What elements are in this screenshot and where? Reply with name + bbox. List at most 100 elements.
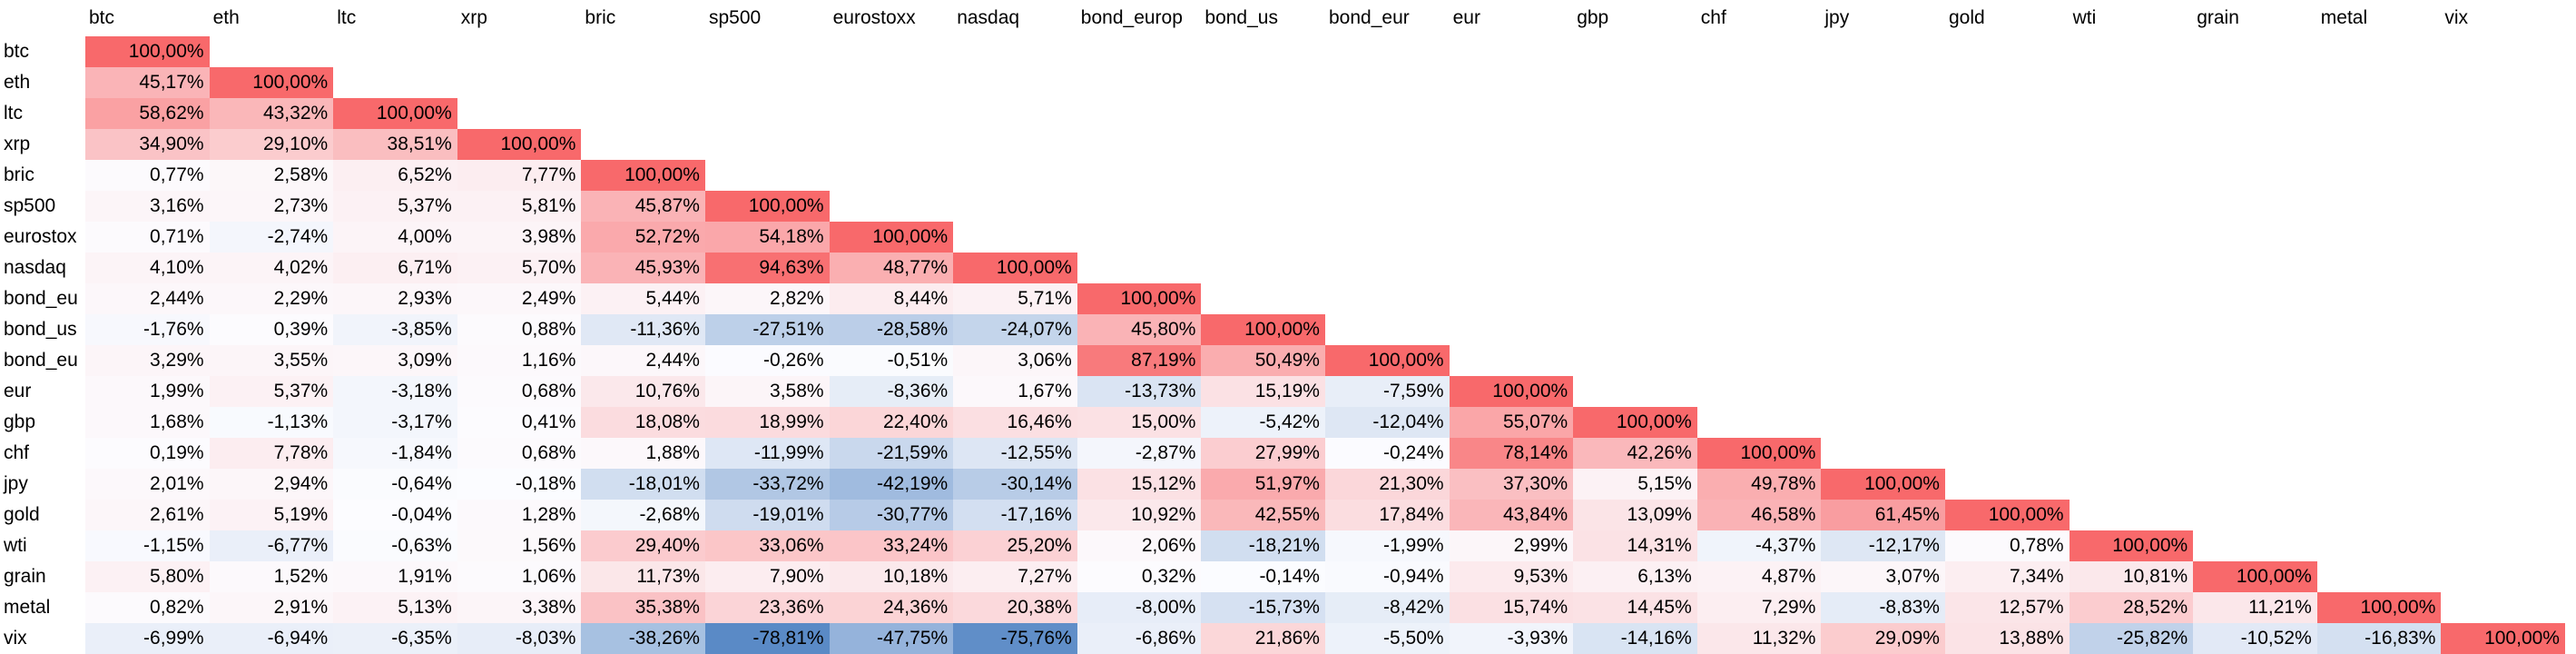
value-cell-nasdaq-xrp[interactable]: 5,70% <box>457 253 582 283</box>
value-cell-grain-bond_eur[interactable]: -0,94% <box>1325 561 1450 592</box>
value-cell-metal-bond_eur[interactable]: -8,42% <box>1325 592 1450 623</box>
value-cell-gbp-eth[interactable]: -1,13% <box>209 407 334 438</box>
value-cell-eur-bond_europ[interactable]: -13,73% <box>1077 376 1202 407</box>
value-cell-metal-bond_europ[interactable]: -8,00% <box>1077 592 1202 623</box>
value-cell-eur-nasdaq[interactable]: 1,67% <box>953 376 1077 407</box>
value-cell-eur-bond_eur[interactable]: -7,59% <box>1325 376 1450 407</box>
value-cell-eur-eth[interactable]: 5,37% <box>209 376 334 407</box>
value-cell-ltc-eth[interactable]: 43,32% <box>209 98 334 129</box>
value-cell-gbp-eurostoxx[interactable]: 22,40% <box>829 407 954 438</box>
value-cell-grain-gold[interactable]: 7,34% <box>1945 561 2070 592</box>
column-header-wti[interactable]: wti <box>2072 7 2097 28</box>
row-header-sp500[interactable]: sp500 <box>4 195 56 216</box>
value-cell-bond_eu-eth[interactable]: 2,29% <box>209 283 334 314</box>
value-cell-sp500-sp500[interactable]: 100,00% <box>705 191 830 222</box>
value-cell-jpy-chf[interactable]: 49,78% <box>1696 469 1822 500</box>
value-cell-bond_eu-nasdaq[interactable]: 5,71% <box>953 283 1077 314</box>
value-cell-metal-btc[interactable]: 0,82% <box>85 592 210 623</box>
value-cell-eur-eurostoxx[interactable]: -8,36% <box>829 376 954 407</box>
value-cell-vix-gbp[interactable]: -14,16% <box>1573 623 1697 654</box>
column-header-eth[interactable]: eth <box>212 7 240 28</box>
value-cell-bric-bric[interactable]: 100,00% <box>581 160 705 191</box>
value-cell-wti-jpy[interactable]: -12,17% <box>1821 530 1945 561</box>
value-cell-bond_us-ltc[interactable]: -3,85% <box>333 314 457 345</box>
value-cell-vix-eurostoxx[interactable]: -47,75% <box>829 623 954 654</box>
value-cell-vix-bond_europ[interactable]: -6,86% <box>1077 623 1202 654</box>
value-cell-eur-eur[interactable]: 100,00% <box>1449 376 1574 407</box>
value-cell-wti-ltc[interactable]: -0,63% <box>333 530 457 561</box>
value-cell-jpy-bond_europ[interactable]: 15,12% <box>1077 469 1202 500</box>
value-cell-wti-sp500[interactable]: 33,06% <box>705 530 830 561</box>
column-header-bric[interactable]: bric <box>585 7 616 28</box>
value-cell-sp500-xrp[interactable]: 5,81% <box>457 191 582 222</box>
value-cell-jpy-eur[interactable]: 37,30% <box>1449 469 1574 500</box>
value-cell-vix-btc[interactable]: -6,99% <box>85 623 210 654</box>
value-cell-vix-gold[interactable]: 13,88% <box>1945 623 2070 654</box>
value-cell-bond_eu-nasdaq[interactable]: 3,06% <box>953 345 1077 376</box>
row-header-bond_us[interactable]: bond_us <box>4 319 77 340</box>
value-cell-chf-eth[interactable]: 7,78% <box>209 438 334 469</box>
value-cell-eurostox-eth[interactable]: -2,74% <box>209 222 334 253</box>
value-cell-gbp-sp500[interactable]: 18,99% <box>705 407 830 438</box>
value-cell-bond_us-nasdaq[interactable]: -24,07% <box>953 314 1077 345</box>
row-header-eth[interactable]: eth <box>4 72 31 93</box>
value-cell-jpy-xrp[interactable]: -0,18% <box>457 469 582 500</box>
value-cell-vix-nasdaq[interactable]: -75,76% <box>953 623 1077 654</box>
value-cell-gold-nasdaq[interactable]: -17,16% <box>953 500 1077 530</box>
column-header-jpy[interactable]: jpy <box>1824 7 1850 28</box>
value-cell-metal-eur[interactable]: 15,74% <box>1449 592 1574 623</box>
value-cell-chf-bond_europ[interactable]: -2,87% <box>1077 438 1202 469</box>
value-cell-sp500-eth[interactable]: 2,73% <box>209 191 334 222</box>
value-cell-wti-bond_us[interactable]: -18,21% <box>1201 530 1325 561</box>
value-cell-vix-eur[interactable]: -3,93% <box>1449 623 1574 654</box>
row-header-grain[interactable]: grain <box>4 566 46 587</box>
value-cell-jpy-ltc[interactable]: -0,64% <box>333 469 457 500</box>
value-cell-eur-sp500[interactable]: 3,58% <box>705 376 830 407</box>
value-cell-grain-wti[interactable]: 10,81% <box>2069 561 2194 592</box>
value-cell-gbp-bric[interactable]: 18,08% <box>581 407 705 438</box>
column-header-sp500[interactable]: sp500 <box>709 7 762 28</box>
value-cell-bond_eu-bond_us[interactable]: 50,49% <box>1201 345 1325 376</box>
value-cell-bond_us-bric[interactable]: -11,36% <box>581 314 705 345</box>
value-cell-bond_eu-bric[interactable]: 2,44% <box>581 345 705 376</box>
value-cell-eurostox-bric[interactable]: 52,72% <box>581 222 705 253</box>
value-cell-gbp-gbp[interactable]: 100,00% <box>1573 407 1697 438</box>
row-header-vix[interactable]: vix <box>4 628 27 649</box>
column-header-bond_europ[interactable]: bond_europ <box>1080 7 1183 28</box>
value-cell-gold-btc[interactable]: 2,61% <box>85 500 210 530</box>
value-cell-gold-eth[interactable]: 5,19% <box>209 500 334 530</box>
row-header-bric[interactable]: bric <box>4 164 34 185</box>
value-cell-bond_us-bond_us[interactable]: 100,00% <box>1201 314 1325 345</box>
row-header-gold[interactable]: gold <box>4 504 40 525</box>
value-cell-grain-jpy[interactable]: 3,07% <box>1821 561 1945 592</box>
value-cell-gold-gbp[interactable]: 13,09% <box>1573 500 1697 530</box>
value-cell-metal-metal[interactable]: 100,00% <box>2316 592 2442 623</box>
value-cell-chf-sp500[interactable]: -11,99% <box>705 438 830 469</box>
column-header-chf[interactable]: chf <box>1700 7 1726 28</box>
value-cell-bric-ltc[interactable]: 6,52% <box>333 160 457 191</box>
value-cell-gold-bond_europ[interactable]: 10,92% <box>1077 500 1202 530</box>
value-cell-chf-eur[interactable]: 78,14% <box>1449 438 1574 469</box>
value-cell-metal-eth[interactable]: 2,91% <box>209 592 334 623</box>
value-cell-chf-eurostoxx[interactable]: -21,59% <box>829 438 954 469</box>
value-cell-vix-eth[interactable]: -6,94% <box>209 623 334 654</box>
value-cell-metal-ltc[interactable]: 5,13% <box>333 592 457 623</box>
value-cell-vix-xrp[interactable]: -8,03% <box>457 623 582 654</box>
value-cell-jpy-nasdaq[interactable]: -30,14% <box>953 469 1077 500</box>
value-cell-ltc-ltc[interactable]: 100,00% <box>333 98 457 129</box>
value-cell-gbp-ltc[interactable]: -3,17% <box>333 407 457 438</box>
value-cell-bond_eu-bric[interactable]: 5,44% <box>581 283 705 314</box>
value-cell-jpy-bond_us[interactable]: 51,97% <box>1201 469 1325 500</box>
value-cell-chf-nasdaq[interactable]: -12,55% <box>953 438 1077 469</box>
value-cell-metal-xrp[interactable]: 3,38% <box>457 592 582 623</box>
value-cell-gold-bond_us[interactable]: 42,55% <box>1201 500 1325 530</box>
value-cell-metal-gold[interactable]: 12,57% <box>1945 592 2070 623</box>
value-cell-xrp-btc[interactable]: 34,90% <box>85 129 210 160</box>
value-cell-nasdaq-nasdaq[interactable]: 100,00% <box>953 253 1077 283</box>
value-cell-wti-eth[interactable]: -6,77% <box>209 530 334 561</box>
value-cell-vix-wti[interactable]: -25,82% <box>2069 623 2194 654</box>
value-cell-bric-eth[interactable]: 2,58% <box>209 160 334 191</box>
value-cell-eur-ltc[interactable]: -3,18% <box>333 376 457 407</box>
row-header-bond_eu[interactable]: bond_eu <box>4 350 78 371</box>
value-cell-gbp-bond_us[interactable]: -5,42% <box>1201 407 1325 438</box>
